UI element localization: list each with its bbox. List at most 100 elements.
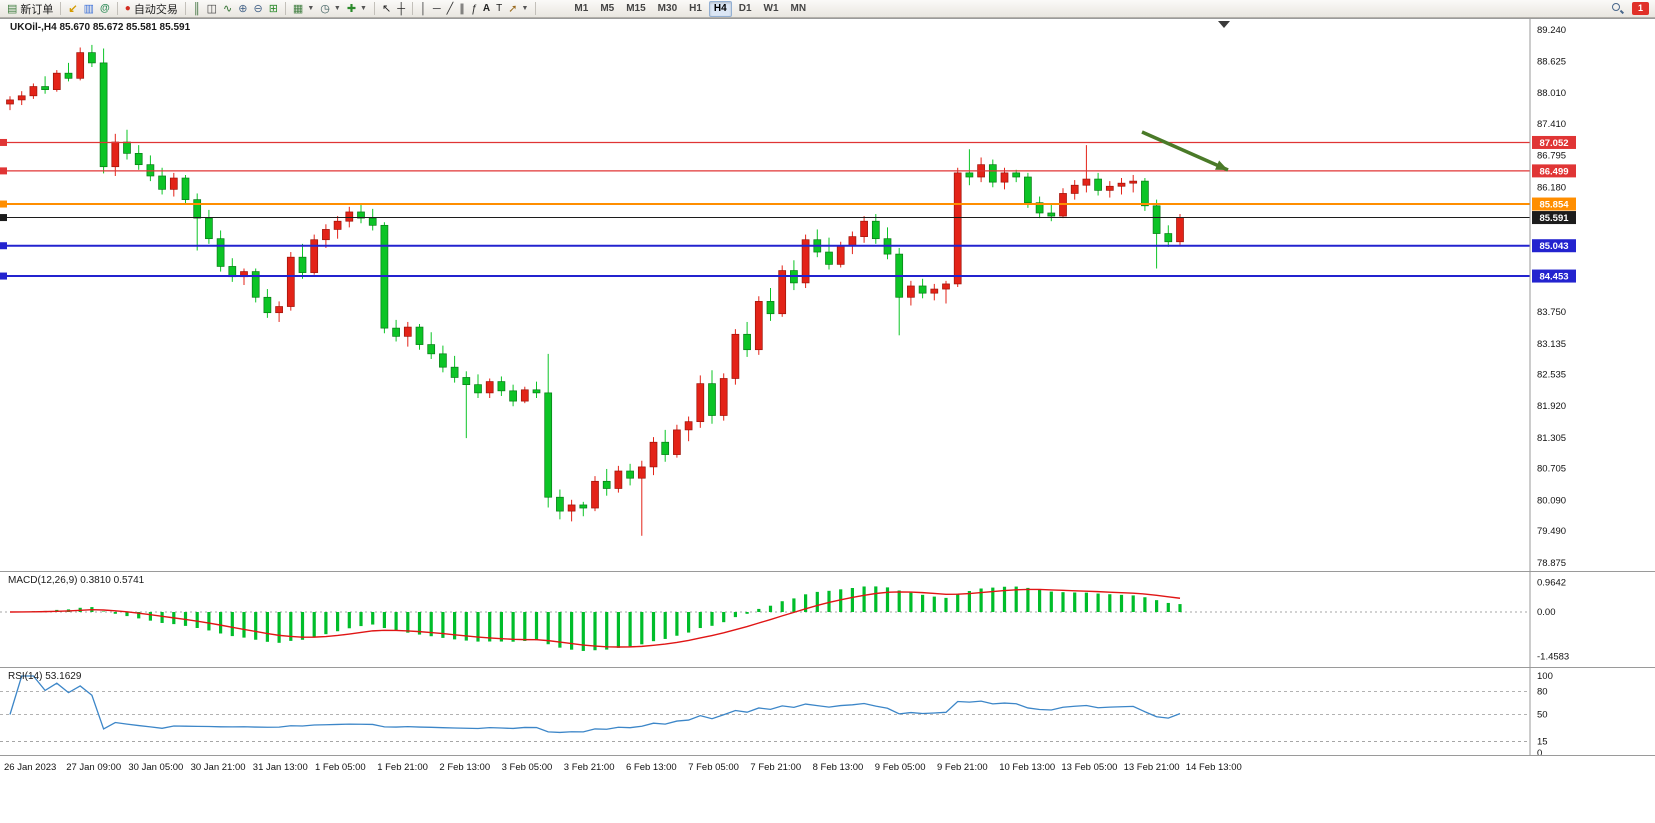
price-scale-label: 86.180 (1537, 182, 1566, 193)
chart-symbol-ohlc: UKOil-,H4 85.670 85.672 85.581 85.591 (10, 22, 191, 33)
price-tag (1532, 269, 1576, 283)
periods-button[interactable]: ◷ ▼ (317, 1, 344, 17)
time-axis-label: 3 Feb 05:00 (502, 762, 553, 773)
new-chart-button[interactable]: ▦ ▼ (290, 1, 317, 17)
price-scale-label: 82.535 (1537, 370, 1566, 381)
candle-body (614, 470, 623, 489)
arrow-annotation[interactable] (1141, 130, 1229, 172)
zoom-out-button[interactable]: ⊖ (250, 1, 265, 17)
candle-body (708, 383, 716, 416)
candle-body (836, 245, 845, 265)
label-icon: T (496, 2, 503, 14)
price-line-handle[interactable] (0, 272, 7, 280)
candle-body (953, 172, 962, 285)
time-axis-label: 27 Jan 09:00 (66, 762, 121, 773)
vertical-line-button[interactable]: │ (417, 1, 430, 17)
timeframe-m15[interactable]: M15 (626, 2, 646, 14)
candle-body (286, 256, 295, 307)
candle-body (415, 326, 424, 345)
candle-body (392, 327, 400, 337)
quick-trade-button[interactable]: ↙ (65, 1, 80, 17)
fibonacci-button[interactable]: ƒ (468, 1, 480, 17)
zoom-in-button[interactable]: ⊕ (235, 1, 250, 17)
charts-button[interactable]: ▥ (81, 1, 97, 17)
time-axis-label: 13 Feb 21:00 (1124, 762, 1180, 773)
new-order-label: 新订单 (20, 3, 54, 16)
price-line-handle[interactable] (0, 214, 7, 222)
text-button[interactable]: A (480, 1, 493, 17)
label-button[interactable]: T (493, 1, 505, 17)
timeframe-mn[interactable]: MN (790, 2, 807, 14)
candle-body (988, 164, 997, 183)
search-icon[interactable] (1611, 2, 1624, 15)
indicators-button[interactable]: ✚ ▼ (344, 1, 370, 17)
time-axis-label: 8 Feb 13:00 (813, 762, 864, 773)
trendline-icon: ╱ (446, 2, 454, 15)
arrows-button[interactable]: ➚ ▼ (505, 1, 531, 17)
crosshair-icon: ┼ (397, 2, 405, 15)
candle-body (1047, 212, 1056, 217)
price-scale-label: 80.090 (1537, 495, 1566, 506)
rsi-line (9, 675, 1181, 734)
price-tag (1532, 135, 1576, 149)
time-axis-label: 10 Feb 13:00 (999, 762, 1055, 773)
channel-button[interactable]: ∥ (456, 1, 468, 17)
notification-badge[interactable]: 1 (1632, 2, 1649, 15)
toolbar-separator (116, 2, 118, 15)
candle-body (64, 72, 73, 79)
timeframe-m30[interactable]: M30 (657, 2, 678, 14)
price-line-handle[interactable] (0, 167, 7, 175)
timeframe-w1[interactable]: W1 (763, 2, 779, 14)
price-tag-label: 86.499 (1539, 166, 1568, 177)
timeframe-h4[interactable]: H4 (708, 0, 732, 17)
auto-trading-label: 自动交易 (133, 3, 178, 16)
candle-body (930, 288, 939, 294)
rsi-scale-label: 50 (1537, 710, 1548, 721)
quick-trade-arrow-icon: ↙ (68, 2, 78, 15)
cursor-button[interactable]: ↖ (379, 1, 394, 17)
time-axis-label: 30 Jan 05:00 (128, 762, 183, 773)
price-tag (1532, 211, 1576, 225)
candle-body (696, 383, 705, 423)
price-line-handle[interactable] (0, 242, 7, 250)
time-axis-label: 7 Feb 05:00 (688, 762, 739, 773)
time-axis-label: 31 Jan 13:00 (253, 762, 308, 773)
auto-trading-button[interactable]: ● 自动交易 (122, 1, 181, 17)
time-axis-label: 7 Feb 21:00 (750, 762, 801, 773)
timeframe-m1[interactable]: M1 (574, 2, 589, 14)
new-chart-icon: ▦ (292, 2, 304, 15)
chevron-down-icon: ▼ (521, 5, 529, 12)
main-toolbar: ▤ 新订单 ↙ ▥ @ ● 自动交易 ║ ◫ ∿ ⊕ ⊖ (0, 0, 1655, 18)
timeframe-h1[interactable]: H1 (689, 2, 702, 14)
price-scale-label: 83.750 (1537, 307, 1566, 318)
horizontal-line-button[interactable]: ─ (430, 1, 444, 17)
candle-body (345, 211, 354, 222)
price-line-handle[interactable] (0, 138, 7, 146)
candle-body (462, 377, 471, 386)
price-scale-label: 78.875 (1537, 558, 1566, 569)
candlestick-chart-button[interactable]: ◫ (204, 1, 220, 17)
arrow-annotation-head[interactable] (1215, 160, 1228, 170)
candle-body (450, 366, 459, 378)
candle-body (860, 220, 868, 237)
timeframe-m5[interactable]: M5 (600, 2, 615, 14)
line-chart-button[interactable]: ∿ (220, 1, 235, 17)
chart-shift-marker[interactable] (1218, 21, 1230, 28)
trendline-button[interactable]: ╱ (444, 1, 457, 17)
rsi-scale-label: 100 (1537, 671, 1553, 682)
tile-windows-icon: ⊞ (268, 2, 278, 15)
rsi-indicator-label: RSI(14) 53.1629 (8, 671, 82, 682)
crosshair-button[interactable]: ┼ (394, 1, 408, 17)
tile-windows-button[interactable]: ⊞ (266, 1, 281, 17)
timeframe-d1[interactable]: D1 (738, 2, 752, 14)
new-order-button[interactable]: ▤ 新订单 (4, 1, 56, 17)
candle-body (825, 251, 833, 265)
candle-body (637, 466, 646, 479)
vertical-line-icon: │ (419, 2, 427, 15)
bar-chart-button[interactable]: ║ (190, 1, 204, 17)
price-scale-label: 79.490 (1537, 526, 1566, 537)
candle-body (485, 381, 494, 394)
price-line-handle[interactable] (0, 200, 7, 208)
market-watch-button[interactable]: @ (97, 1, 113, 17)
